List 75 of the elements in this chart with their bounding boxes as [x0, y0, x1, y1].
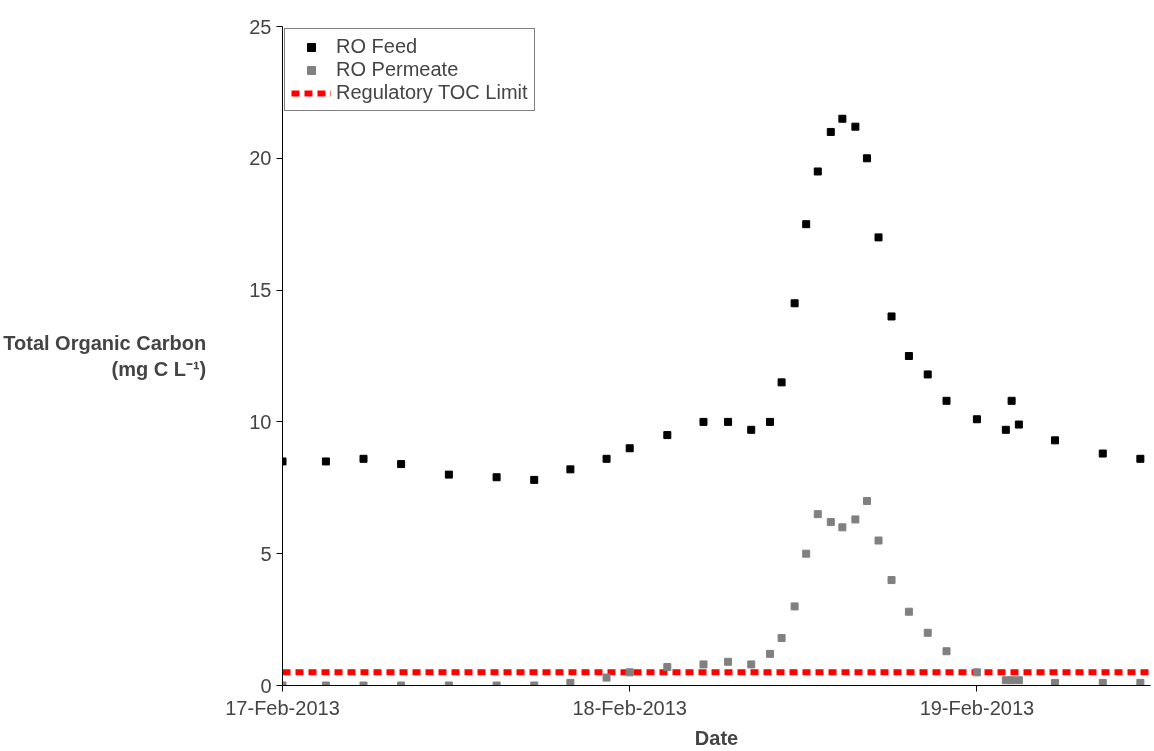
point: [397, 460, 406, 469]
point: [1014, 420, 1023, 429]
point: [790, 602, 799, 611]
point: [747, 660, 756, 669]
y-tick-label: 10: [249, 410, 272, 433]
point: [838, 114, 847, 123]
point: [923, 370, 932, 379]
point: [923, 628, 932, 637]
point: [1136, 454, 1145, 463]
point: [766, 417, 775, 426]
point: [602, 454, 611, 463]
point: [904, 352, 913, 360]
y-axis-title: Total Organic Carbon (mg C L⁻¹): [3, 331, 207, 381]
x-axis-title: Date: [694, 726, 739, 749]
y-tick-label: 15: [249, 279, 272, 302]
point: [1014, 676, 1023, 685]
point: [904, 607, 913, 616]
point: [1007, 676, 1016, 685]
point: [851, 122, 860, 131]
point: [887, 312, 896, 321]
point: [492, 473, 501, 482]
point: [972, 668, 981, 677]
point: [625, 668, 634, 677]
y-tick-label: 5: [260, 542, 272, 565]
point: [790, 299, 799, 308]
point: [813, 510, 822, 519]
point: [766, 649, 775, 658]
y-tick-label: 25: [249, 15, 272, 38]
point: [942, 396, 951, 405]
point: [1051, 436, 1060, 445]
point: [321, 457, 330, 466]
x-tick-label: 18-Feb-2013: [572, 696, 687, 719]
point: [802, 220, 811, 229]
point: [826, 127, 835, 136]
x-tick-label: 19-Feb-2013: [919, 696, 1035, 719]
point: [1001, 425, 1010, 434]
point: [1007, 396, 1016, 405]
point: [851, 515, 860, 524]
legend-label: RO Permeate: [336, 58, 459, 81]
point: [1098, 678, 1107, 686]
point: [747, 425, 756, 434]
point: [359, 454, 368, 463]
point: [862, 496, 871, 505]
point: [777, 378, 786, 387]
legend-label: RO Feed: [336, 35, 418, 58]
point: [1051, 678, 1060, 686]
point: [724, 417, 733, 426]
point: [566, 465, 575, 474]
point: [699, 417, 708, 426]
legend-label: Regulatory TOC Limit: [336, 81, 528, 104]
point: [530, 475, 539, 484]
y-tick-label: 20: [249, 147, 272, 170]
y-tick-label: 0: [260, 674, 272, 697]
point: [777, 634, 786, 643]
point: [444, 470, 453, 479]
point: [887, 576, 896, 585]
point: [972, 415, 981, 424]
point: [625, 444, 634, 453]
point: [663, 663, 672, 672]
point: [874, 233, 883, 242]
x-tick-label: 17-Feb-2013: [225, 696, 340, 719]
point: [838, 523, 847, 532]
point: [874, 536, 883, 545]
point: [802, 549, 811, 558]
point: [566, 678, 575, 686]
point: [1098, 449, 1107, 458]
point: [699, 660, 708, 669]
point: [862, 154, 871, 163]
point: [602, 673, 611, 682]
point: [942, 647, 951, 656]
point: [724, 657, 733, 666]
point: [813, 167, 822, 176]
point: [663, 431, 672, 440]
point: [1136, 678, 1145, 686]
point: [826, 518, 835, 527]
